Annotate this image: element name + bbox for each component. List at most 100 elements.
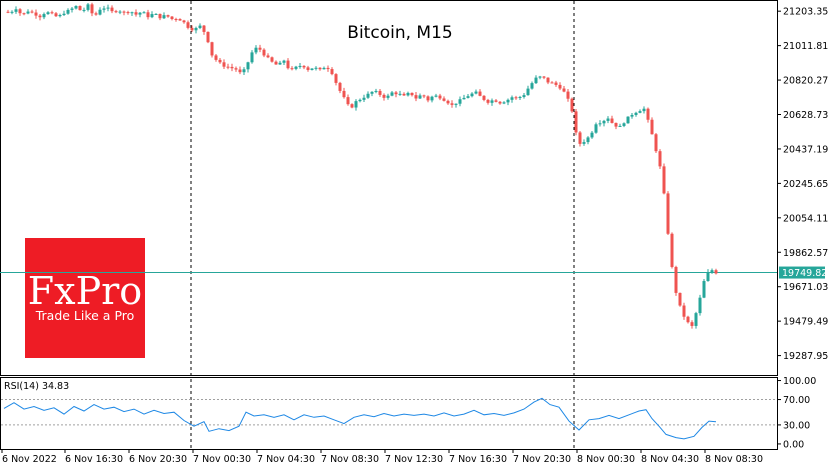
candle-body (638, 111, 642, 113)
candle-body (370, 91, 374, 94)
candle-body (214, 55, 218, 60)
candle (166, 14, 170, 18)
candle (270, 56, 274, 63)
candle-body (658, 151, 662, 167)
candle (646, 107, 650, 123)
candle (162, 12, 166, 20)
candle-body (458, 99, 462, 104)
candle-body (450, 103, 454, 105)
candle-body (710, 270, 714, 273)
candle-body (94, 13, 98, 15)
candle-body (114, 11, 118, 13)
candle-body (554, 82, 558, 85)
candle (546, 77, 550, 85)
candle-body (342, 90, 346, 98)
candle (66, 8, 70, 15)
candle-body (170, 16, 174, 20)
candle (318, 67, 322, 71)
candle (610, 115, 614, 124)
candle-body (550, 82, 554, 84)
candle (538, 75, 542, 80)
candle-body (134, 12, 138, 15)
candle (222, 59, 226, 69)
candle (670, 232, 674, 269)
candle (246, 61, 250, 73)
candle (358, 98, 362, 103)
candle (22, 12, 26, 16)
candle (490, 98, 494, 106)
candle (554, 80, 558, 87)
time-tick-label: 7 Nov 16:30 (449, 454, 507, 465)
candle (458, 96, 462, 107)
candle-body (398, 93, 402, 95)
candle-body (242, 69, 246, 73)
candle-body (430, 96, 434, 101)
candle (50, 10, 54, 15)
candle-body (590, 132, 594, 138)
candle-body (654, 134, 658, 152)
candle (298, 63, 302, 69)
candle-body (314, 67, 318, 69)
candle-body (42, 14, 46, 18)
candle-body (674, 266, 678, 293)
candle-body (630, 114, 634, 117)
candle (78, 5, 82, 11)
candle (330, 67, 334, 76)
candle-body (66, 9, 70, 14)
candle-body (118, 11, 122, 13)
candle (310, 68, 314, 71)
time-tick-label: 7 Nov 00:30 (193, 454, 251, 465)
candle-body (306, 67, 310, 70)
candle (274, 60, 278, 65)
candle (602, 119, 606, 127)
candle-body (438, 95, 442, 99)
candle (294, 65, 298, 71)
candle-body (406, 92, 410, 96)
candle-body (390, 92, 394, 96)
candle (678, 292, 682, 307)
candle (630, 112, 634, 119)
candle (90, 2, 94, 17)
candle-body (614, 122, 618, 127)
candle (650, 117, 654, 135)
candle (466, 94, 470, 99)
candle (210, 41, 214, 58)
candle (634, 111, 638, 117)
candle (654, 132, 658, 153)
candle (34, 9, 38, 19)
candle-body (38, 15, 42, 18)
candle-body (222, 62, 226, 67)
rsi-tick-label: 0.00 (783, 439, 804, 450)
candle-body (610, 118, 614, 123)
candle-body (146, 12, 150, 18)
candlesticks (6, 2, 718, 329)
candle-body (682, 305, 686, 317)
candle (430, 95, 434, 103)
candle-body (318, 67, 322, 70)
rsi-tick-label: 100.00 (783, 376, 816, 387)
candle-body (410, 92, 414, 96)
candle-body (418, 95, 422, 99)
rsi-line (3, 397, 717, 440)
candle (30, 9, 34, 14)
candle (642, 106, 646, 114)
time-tick-label: 7 Nov 20:30 (513, 454, 571, 465)
candle-body (586, 137, 590, 143)
candle-body (646, 108, 650, 120)
candle-body (494, 100, 498, 102)
candle (570, 97, 574, 113)
candle-body (246, 62, 250, 70)
candle (710, 268, 714, 274)
candle (374, 88, 378, 94)
price-axis: 21203.35 21011.81 20820.27 20628.73 20437.19… (777, 7, 828, 362)
candle (394, 90, 398, 98)
candle-body (14, 9, 18, 12)
candle-body (482, 95, 486, 100)
candle (390, 90, 394, 97)
candle (382, 93, 386, 101)
candle-body (262, 49, 266, 56)
candle (306, 65, 310, 72)
candle (514, 95, 518, 100)
candle-body (30, 11, 34, 13)
